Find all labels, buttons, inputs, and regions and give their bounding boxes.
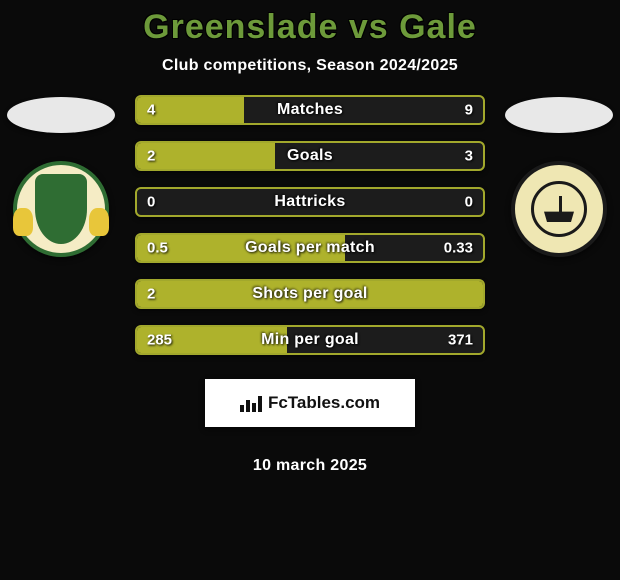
- stat-label: Shots per goal: [252, 285, 367, 303]
- stat-value-right: 0: [465, 194, 473, 211]
- team-right-crest: [511, 161, 607, 257]
- stat-value-left: 2: [147, 148, 155, 165]
- stat-label: Goals per match: [245, 239, 375, 257]
- root: Greenslade vs Gale Club competitions, Se…: [0, 0, 620, 475]
- bar-chart-icon: [240, 394, 262, 412]
- stat-bar-hattricks: 0 Hattricks 0: [135, 187, 485, 217]
- stat-label: Goals: [287, 147, 333, 165]
- stat-bar-min-per-goal: 285 Min per goal 371: [135, 325, 485, 355]
- ship-icon: [531, 181, 587, 237]
- player-right-headshot: [505, 97, 613, 133]
- player-left-headshot: [7, 97, 115, 133]
- date-text: 10 march 2025: [253, 457, 367, 475]
- brand-link[interactable]: FcTables.com: [205, 379, 415, 427]
- stat-value-left: 0: [147, 194, 155, 211]
- right-column: [504, 91, 614, 257]
- stat-value-right: 0.33: [444, 240, 473, 257]
- stat-value-left: 0.5: [147, 240, 168, 257]
- subtitle: Club competitions, Season 2024/2025: [0, 57, 620, 75]
- stat-value-left: 285: [147, 332, 172, 349]
- stat-fill: [137, 143, 275, 169]
- team-left-crest: [13, 161, 109, 257]
- stat-value-right: 3: [465, 148, 473, 165]
- stat-bar-matches: 4 Matches 9: [135, 95, 485, 125]
- left-column: [6, 91, 116, 257]
- stats-column: 4 Matches 9 2 Goals 3 0 Hattricks 0 0.5 …: [128, 91, 492, 475]
- brand-text: FcTables.com: [268, 393, 380, 413]
- stat-label: Hattricks: [274, 193, 345, 211]
- stat-label: Min per goal: [261, 331, 359, 349]
- stat-bar-goals-per-match: 0.5 Goals per match 0.33: [135, 233, 485, 263]
- content-row: 4 Matches 9 2 Goals 3 0 Hattricks 0 0.5 …: [0, 91, 620, 475]
- page-title: Greenslade vs Gale: [0, 8, 620, 47]
- stat-label: Matches: [277, 101, 343, 119]
- shield-icon: [35, 174, 87, 244]
- stat-value-right: 9: [465, 102, 473, 119]
- lion-icon: [89, 208, 109, 236]
- stat-bar-shots-per-goal: 2 Shots per goal: [135, 279, 485, 309]
- stat-bar-goals: 2 Goals 3: [135, 141, 485, 171]
- stat-value-right: 371: [448, 332, 473, 349]
- stat-value-left: 2: [147, 286, 155, 303]
- stat-value-left: 4: [147, 102, 155, 119]
- lion-icon: [13, 208, 33, 236]
